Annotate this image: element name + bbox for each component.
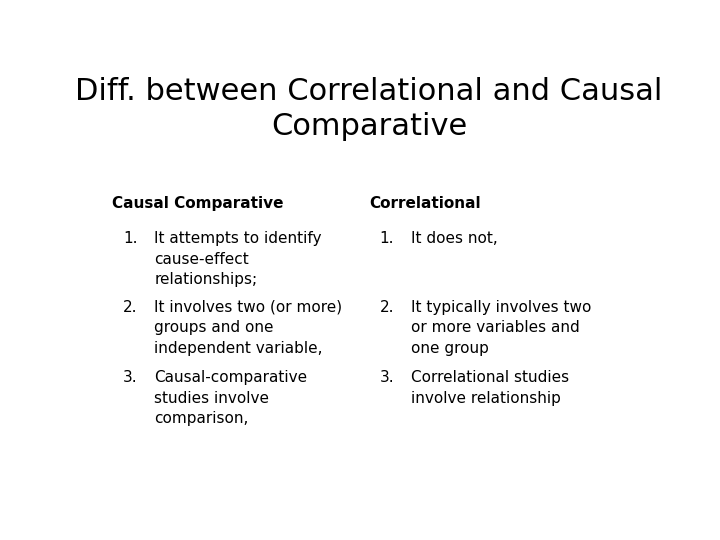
Text: Causal Comparative: Causal Comparative — [112, 196, 284, 211]
Text: It attempts to identify
cause-effect
relationships;: It attempts to identify cause-effect rel… — [154, 231, 322, 287]
Text: 2.: 2. — [123, 300, 138, 315]
Text: 1.: 1. — [379, 231, 394, 246]
Text: Causal-comparative
studies involve
comparison,: Causal-comparative studies involve compa… — [154, 370, 307, 426]
Text: 3.: 3. — [123, 370, 138, 386]
Text: 3.: 3. — [379, 370, 394, 386]
Text: It involves two (or more)
groups and one
independent variable,: It involves two (or more) groups and one… — [154, 300, 342, 355]
Text: 2.: 2. — [379, 300, 394, 315]
Text: It does not,: It does not, — [411, 231, 498, 246]
Text: 1.: 1. — [123, 231, 138, 246]
Text: It typically involves two
or more variables and
one group: It typically involves two or more variab… — [411, 300, 591, 355]
Text: Correlational studies
involve relationship: Correlational studies involve relationsh… — [411, 370, 569, 406]
Text: Diff. between Correlational and Causal
Comparative: Diff. between Correlational and Causal C… — [76, 77, 662, 141]
Text: Correlational: Correlational — [369, 196, 481, 211]
